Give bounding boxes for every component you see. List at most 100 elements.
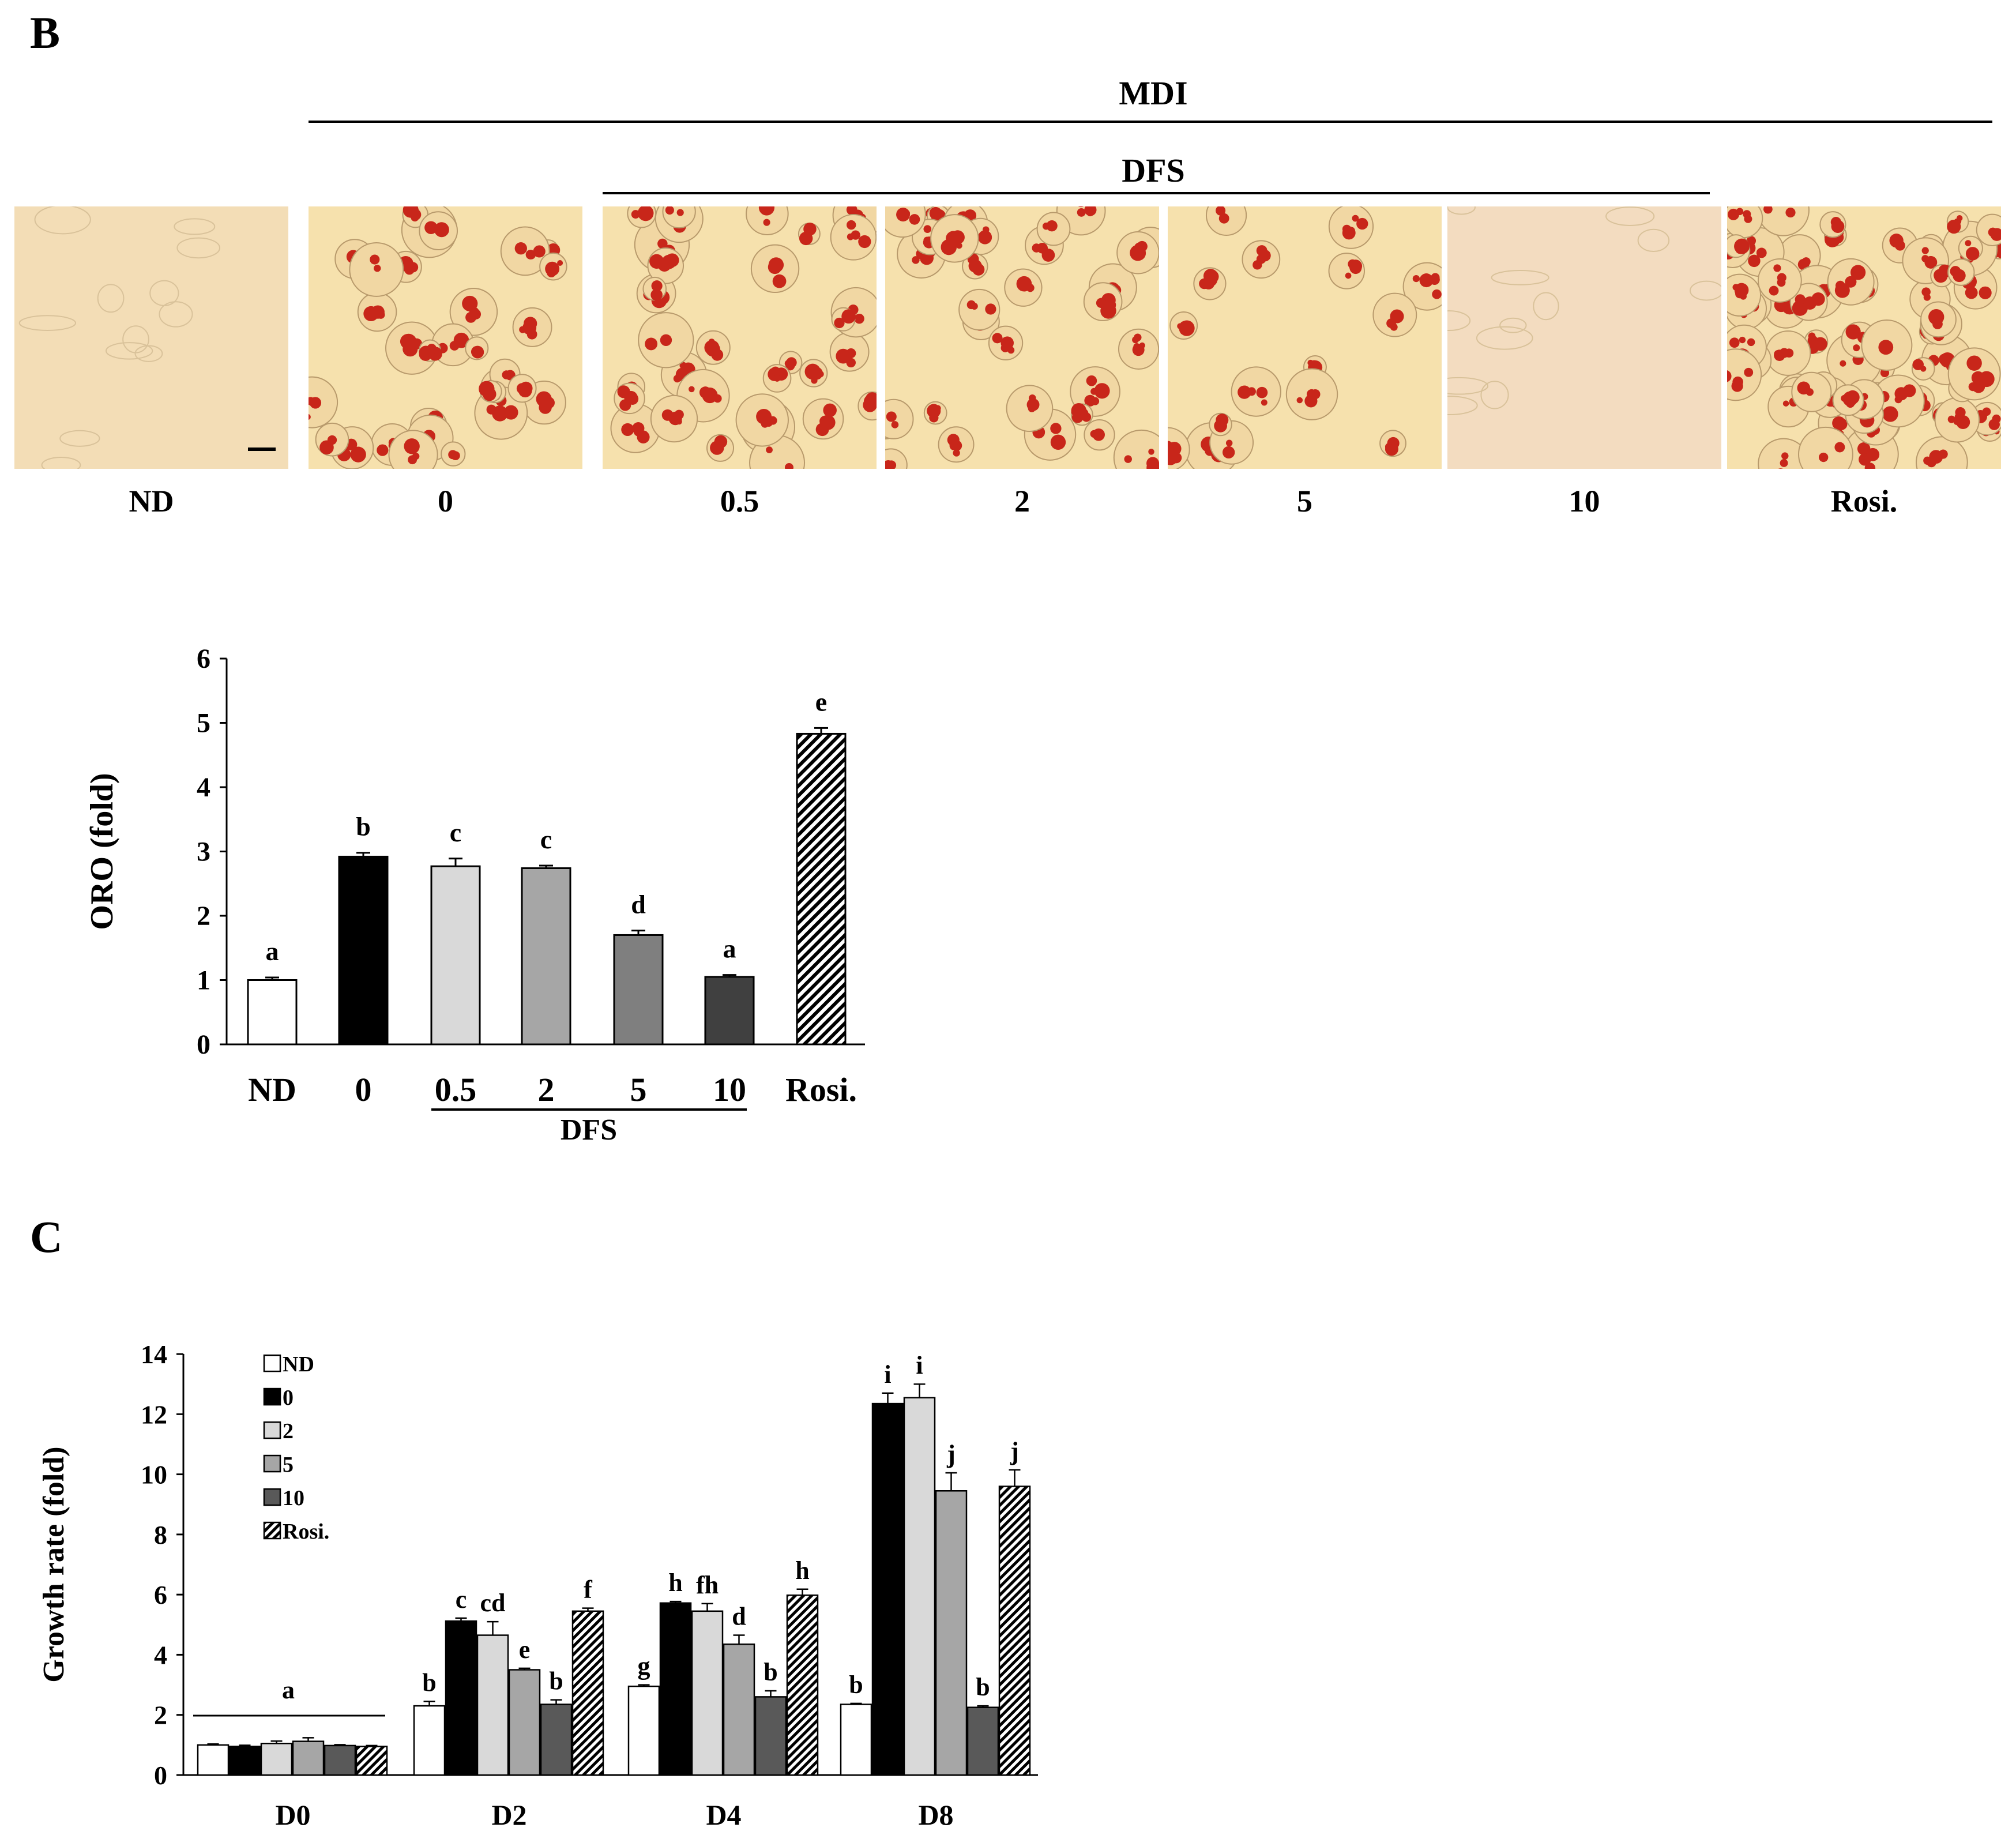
oro-x-tick-label: Rosi. [785, 1071, 857, 1108]
mdi-line [309, 121, 1992, 123]
growth-bar-D4-ND [627, 1685, 660, 1776]
oro-annotation: e [815, 687, 827, 716]
micrograph-3 [603, 206, 877, 469]
legend-swatch-0 [263, 1387, 281, 1406]
growth-bar-D2-Rosi. [571, 1610, 604, 1776]
legend-swatch-Rosi. [263, 1521, 281, 1540]
growth-annotation: h [668, 1569, 682, 1597]
oro-bar-5 [613, 934, 664, 1046]
legend-label-2: 2 [283, 1419, 294, 1443]
growth-bar-D0-Rosi. [355, 1746, 388, 1776]
growth-annotation: d [732, 1603, 746, 1631]
growth-bar-D0-5 [292, 1740, 325, 1776]
oro-y-tick-label: 5 [197, 708, 210, 739]
growth-x-tick-label: D2 [491, 1799, 526, 1831]
micrograph-2 [309, 206, 582, 469]
oro-annotation: a [723, 934, 736, 964]
dfs-line [603, 192, 1710, 194]
growth-annotation: i [884, 1360, 891, 1389]
oro-bar-2 [521, 867, 571, 1046]
oro-annotation: d [631, 890, 646, 919]
growth-x-tick-label: D8 [918, 1799, 953, 1831]
oro-y-tick-label: 4 [197, 772, 210, 803]
growth-y-tick-label: 14 [141, 1340, 167, 1369]
micrograph-label-3: 0.5 [720, 484, 759, 518]
growth-annotation: b [849, 1671, 863, 1699]
growth-bar-D4-0 [659, 1602, 692, 1776]
oro-annotation: b [356, 812, 371, 841]
growth-annotation: i [916, 1351, 923, 1379]
oro-x-tick-label: 10 [713, 1071, 746, 1108]
oro-bar-10 [704, 976, 755, 1046]
micrograph-label-6: 10 [1569, 484, 1600, 518]
growth-bar-D4-10 [754, 1696, 787, 1776]
panel-b-letter: B [30, 7, 61, 58]
legend-label-5: 5 [283, 1453, 294, 1477]
micrograph-label-1: ND [129, 484, 174, 518]
growth-bar-D8-Rosi. [998, 1486, 1031, 1776]
growth-bar-D2-5 [508, 1669, 541, 1776]
growth-bar-D2-10 [540, 1704, 573, 1776]
oro-annotation: c [540, 825, 552, 854]
growth-bar-D2-0 [445, 1620, 477, 1776]
growth-annotation: f [584, 1575, 593, 1604]
micrograph-4 [885, 206, 1159, 469]
growth-bar-D0-0 [228, 1746, 261, 1776]
legend-swatch-5 [263, 1454, 281, 1473]
growth-annotation: a [282, 1676, 295, 1704]
oro-y-tick-label: 2 [197, 901, 210, 931]
growth-y-axis-label: Growth rate (fold) [37, 1446, 70, 1682]
oro-x-tick-label: 0.5 [435, 1071, 477, 1108]
legend-swatch-2 [263, 1421, 281, 1439]
oro-x-tick-label: ND [248, 1071, 296, 1108]
growth-annotation: b [763, 1658, 777, 1686]
growth-bar-D0-10 [324, 1744, 356, 1776]
growth-bar-D0-2 [260, 1743, 293, 1776]
growth-annotation: j [946, 1440, 956, 1468]
oro-y-tick-label: 3 [197, 837, 210, 867]
growth-annotation: h [795, 1556, 809, 1585]
growth-bar-D8-0 [871, 1402, 904, 1776]
oro-bar-0 [338, 855, 389, 1046]
legend-label-10: 10 [283, 1486, 304, 1510]
growth-annotation: e [519, 1635, 531, 1664]
growth-y-tick-label: 4 [154, 1640, 167, 1669]
growth-annotation: c [456, 1585, 467, 1614]
growth-y-tick-label: 0 [154, 1761, 167, 1790]
growth-bar-D4-2 [691, 1610, 724, 1776]
micrograph-label-2: 0 [438, 484, 453, 518]
legend-label-0: 0 [283, 1386, 294, 1410]
micrograph-label-4: 2 [1014, 484, 1030, 518]
growth-annotation: b [976, 1673, 990, 1701]
growth-annotation: j [1010, 1437, 1019, 1465]
growth-x-tick-label: D4 [706, 1799, 741, 1831]
growth-annotation: g [638, 1652, 650, 1680]
oro-x-axis-label: DFS [561, 1114, 617, 1146]
oro-x-tick-label: 2 [538, 1071, 555, 1108]
growth-bar-D8-ND [840, 1704, 872, 1776]
legend-label-ND: ND [283, 1352, 314, 1377]
scale-bar [248, 448, 276, 451]
growth-bar-D8-5 [935, 1490, 968, 1776]
growth-bar-D2-ND [413, 1705, 446, 1776]
legend-swatch-10 [263, 1488, 281, 1506]
growth-x-tick-label: D0 [275, 1799, 310, 1831]
oro-annotation: a [266, 937, 279, 966]
growth-bar-D2-2 [476, 1634, 509, 1776]
growth-bar-D4-Rosi. [786, 1594, 819, 1776]
growth-annotation: b [422, 1668, 436, 1697]
legend-swatch-ND [263, 1354, 281, 1373]
oro-y-tick-label: 6 [197, 644, 210, 674]
micrograph-5 [1168, 206, 1442, 469]
oro-bar-chart: 0 1 2 3 4 5 6 ORO (fold) a ND b 0 c 0.5 c 2 d 5 a 10 e Rosi. D… [84, 644, 865, 1146]
micrograph-label-7: Rosi. [1830, 484, 1898, 518]
legend-label-Rosi.: Rosi. [283, 1520, 329, 1544]
oro-y-tick-label: 0 [197, 1029, 210, 1060]
growth-bar-D8-10 [966, 1706, 999, 1776]
micrograph-1 [14, 206, 288, 469]
oro-bar-Rosi. [796, 732, 847, 1046]
growth-y-tick-label: 2 [154, 1701, 167, 1730]
growth-bar-D4-5 [723, 1643, 755, 1776]
growth-y-tick-label: 12 [141, 1400, 167, 1429]
